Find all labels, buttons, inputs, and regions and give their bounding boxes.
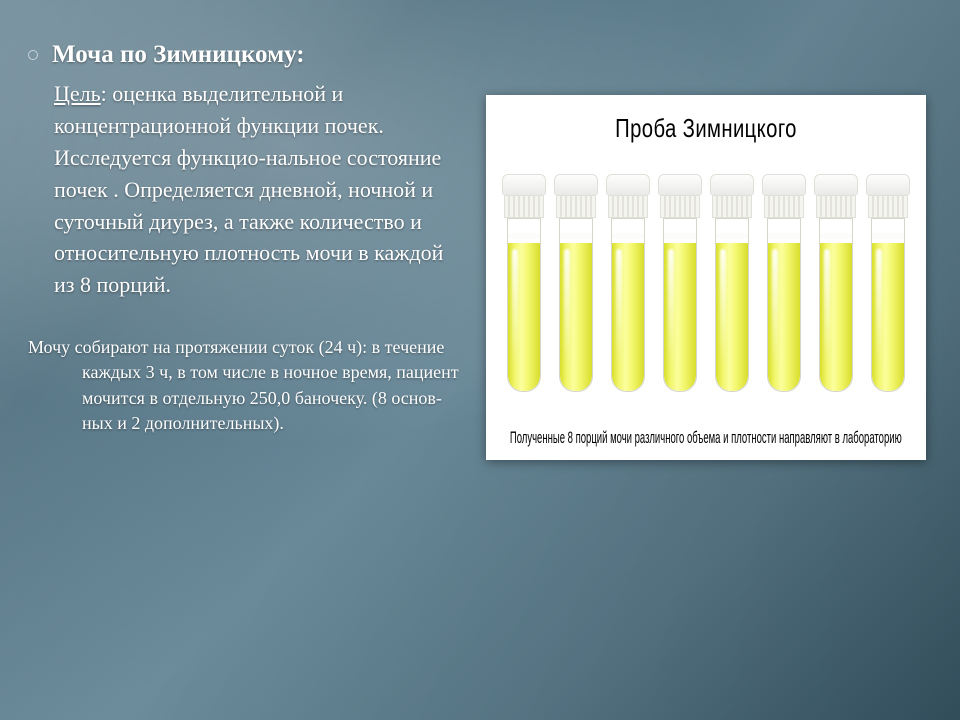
tube-glass: [871, 218, 905, 392]
tube-cap: [814, 174, 858, 218]
test-tube: [606, 174, 650, 394]
tube-glass: [663, 218, 697, 392]
tube-fluid: [716, 243, 748, 391]
tube-glass: [819, 218, 853, 392]
tube-fluid: [768, 243, 800, 391]
tube-fluid: [664, 243, 696, 391]
image-column: Проба Зимницкого Полученные 8 порций моч…: [480, 40, 932, 690]
panel-title: Проба Зимницкого: [542, 113, 870, 144]
test-tube: [710, 174, 754, 394]
test-tube: [762, 174, 806, 394]
tube-glass: [715, 218, 749, 392]
tube-glass: [767, 218, 801, 392]
tube-cap: [658, 174, 702, 218]
bullet-marker-icon: [28, 50, 38, 60]
tube-cap: [554, 174, 598, 218]
text-column: Моча по Зимницкому: Цель: оценка выделит…: [28, 40, 480, 690]
tube-glass: [611, 218, 645, 392]
slide: Моча по Зимницкому: Цель: оценка выделит…: [0, 0, 960, 720]
test-tube: [554, 174, 598, 394]
tubes-row: [496, 174, 916, 394]
bullet-title-row: Моча по Зимницкому:: [28, 40, 468, 70]
slide-title: Моча по Зимницкому:: [52, 40, 305, 70]
panel-caption: Полученные 8 порций мочи различного объе…: [497, 428, 916, 448]
procedure-paragraph: Мочу собирают на протяжении суток (24 ч)…: [28, 335, 468, 436]
test-tube: [658, 174, 702, 394]
procedure-text: Мочу собирают на протяжении суток (24 ч)…: [28, 335, 468, 436]
tube-glass: [559, 218, 593, 392]
tube-cap: [762, 174, 806, 218]
goal-paragraph: Цель: оценка выделительной и концентраци…: [54, 78, 468, 301]
tubes-panel: Проба Зимницкого Полученные 8 порций моч…: [486, 95, 926, 460]
tube-cap: [710, 174, 754, 218]
goal-text: : оценка выделительной и концентрационно…: [54, 81, 443, 297]
tube-cap: [606, 174, 650, 218]
tube-cap: [866, 174, 910, 218]
tube-glass: [507, 218, 541, 392]
tube-fluid: [872, 243, 904, 391]
tube-fluid: [508, 243, 540, 391]
goal-label: Цель: [54, 81, 101, 106]
test-tube: [502, 174, 546, 394]
tube-fluid: [820, 243, 852, 391]
test-tube: [866, 174, 910, 394]
tube-cap: [502, 174, 546, 218]
test-tube: [814, 174, 858, 394]
tube-fluid: [612, 243, 644, 391]
tube-fluid: [560, 243, 592, 391]
